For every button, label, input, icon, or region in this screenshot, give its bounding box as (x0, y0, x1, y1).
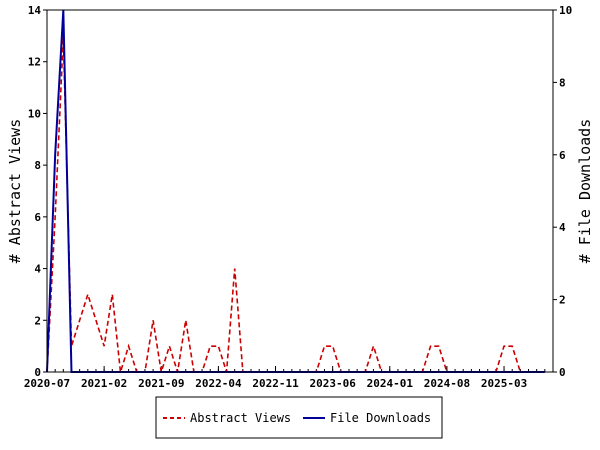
tick-layer: 2020-07 2021-02 2021-09 2022-04 2022-11 2023-… (24, 4, 572, 390)
y-left-tick-label: 4 (34, 263, 41, 276)
plot-frame (46, 9, 554, 373)
x-tick-label: 2024-08 (424, 377, 470, 390)
legend-box (155, 396, 443, 439)
y-right-tick-label: 6 (559, 149, 566, 162)
x-tick-label: 2025-03 (481, 377, 527, 390)
legend-label-file-downloads: File Downloads (330, 411, 431, 425)
y-left-tick-label: 10 (28, 107, 41, 120)
x-tick-label: 2021-09 (138, 377, 184, 390)
legend: Abstract Views File Downloads (155, 396, 443, 439)
y-axis-left-title: # Abstract Views (6, 119, 24, 264)
x-tick-label: 2024-01 (367, 377, 414, 390)
y-left-tick-label: 8 (34, 159, 41, 172)
x-tick-label: 2023-06 (309, 377, 356, 390)
y-left-tick-label: 12 (28, 56, 41, 69)
y-left-tick-label: 2 (34, 314, 41, 327)
y-right-tick-label: 8 (559, 76, 566, 89)
x-tick-label: 2022-11 (252, 377, 299, 390)
x-tick-label: 2022-04 (195, 377, 242, 390)
y-right-tick-label: 10 (559, 4, 572, 17)
series-layer (46, 9, 545, 373)
x-tick-label: 2020-07 (24, 377, 70, 390)
series-line-abstract-views (46, 35, 545, 373)
y-right-tick-label: 0 (559, 366, 566, 379)
x-tick-label: 2021-02 (81, 377, 127, 390)
y-left-tick-label: 0 (34, 366, 41, 379)
y-left-tick-label: 14 (28, 4, 42, 17)
y-left-tick-label: 6 (34, 211, 41, 224)
legend-label-abstract-views: Abstract Views (190, 411, 291, 425)
y-right-tick-label: 4 (559, 221, 566, 234)
y-right-tick-label: 2 (559, 294, 566, 307)
series-line-file-downloads (46, 9, 545, 373)
y-axis-right-title: # File Downloads (576, 119, 594, 264)
